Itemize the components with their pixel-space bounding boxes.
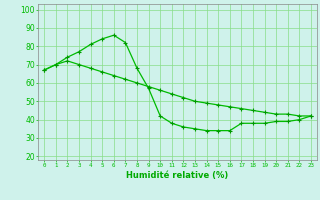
X-axis label: Humidité relative (%): Humidité relative (%): [126, 171, 229, 180]
